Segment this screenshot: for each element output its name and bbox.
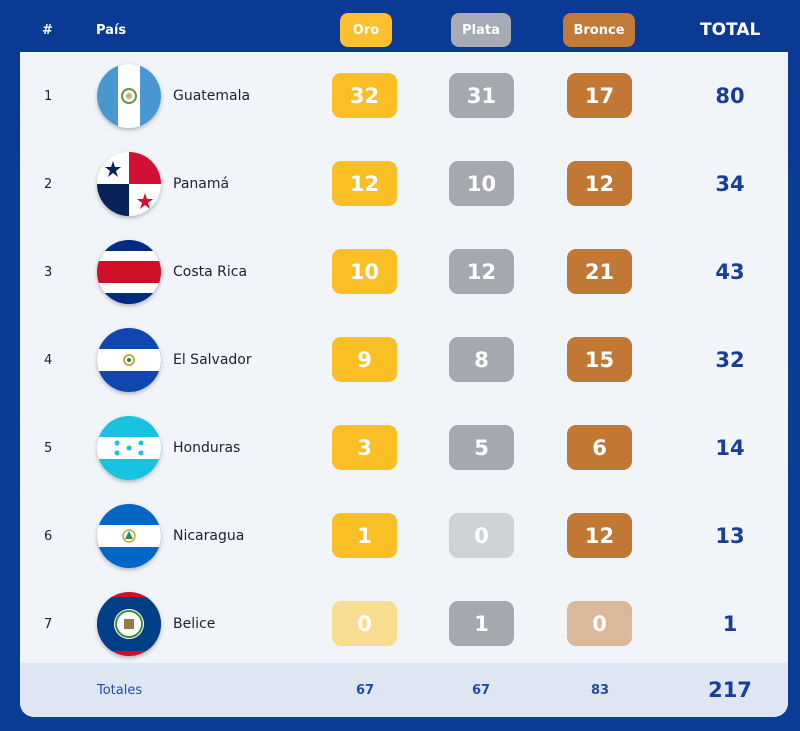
header-total[interactable]: TOTAL (700, 20, 761, 40)
header-bronze[interactable]: Bronce (563, 13, 635, 47)
gold-count: 9 (332, 337, 397, 382)
gold-count: 0 (332, 601, 397, 646)
total-count: 80 (715, 84, 745, 108)
silver-count: 1 (449, 601, 514, 646)
country-name: Guatemala (173, 88, 251, 104)
row-rank: 2 (44, 176, 53, 192)
country-name: El Salvador (173, 352, 252, 368)
total-count: 43 (715, 260, 745, 284)
gold-count: 12 (332, 161, 397, 206)
gold-count: 10 (332, 249, 397, 294)
totals-bronze: 83 (590, 682, 610, 698)
silver-count: 8 (449, 337, 514, 382)
totals-gold: 67 (355, 682, 375, 698)
panama-flag-icon (97, 152, 161, 216)
header-gold[interactable]: Oro (340, 13, 392, 47)
gold-count: 1 (332, 513, 397, 558)
row-rank: 3 (44, 264, 53, 280)
silver-count: 12 (449, 249, 514, 294)
table-row: 2 Panamá 12 10 12 34 (20, 140, 788, 228)
honduras-flag-icon (97, 416, 161, 480)
table-header: # País Oro Plata Bronce TOTAL (20, 8, 788, 52)
country-name: Belice (173, 616, 216, 632)
nicaragua-flag-icon (97, 504, 161, 568)
total-count: 34 (715, 172, 745, 196)
country-name: Honduras (173, 440, 241, 456)
guatemala-flag-icon (97, 64, 161, 128)
bronze-count: 21 (567, 249, 632, 294)
gold-count: 3 (332, 425, 397, 470)
bronze-count: 6 (567, 425, 632, 470)
total-count: 1 (722, 612, 738, 636)
silver-count: 0 (449, 513, 514, 558)
total-count: 13 (715, 524, 745, 548)
total-count: 32 (715, 348, 745, 372)
bronze-count: 12 (567, 513, 632, 558)
country-name: Nicaragua (173, 528, 245, 544)
totals-label: Totales (97, 682, 143, 698)
totals-silver: 67 (471, 682, 491, 698)
row-rank: 7 (44, 616, 53, 632)
bronze-count: 12 (567, 161, 632, 206)
row-rank: 5 (44, 440, 53, 456)
table-row: 5 Honduras 3 5 6 14 (20, 404, 788, 492)
header-country: País (96, 22, 127, 38)
bronze-count: 15 (567, 337, 632, 382)
el-salvador-flag-icon (97, 328, 161, 392)
header-rank: # (42, 22, 53, 38)
bronze-count: 0 (567, 601, 632, 646)
row-rank: 6 (44, 528, 53, 544)
table-row: 4 El Salvador 9 8 15 32 (20, 316, 788, 404)
row-rank: 1 (44, 88, 53, 104)
header-silver[interactable]: Plata (451, 13, 511, 47)
silver-count: 10 (449, 161, 514, 206)
silver-count: 5 (449, 425, 514, 470)
country-name: Costa Rica (173, 264, 248, 280)
totals-row: Totales 67 67 83 217 (20, 663, 788, 717)
belize-flag-icon (97, 592, 161, 656)
total-count: 14 (715, 436, 745, 460)
costa-rica-flag-icon (97, 240, 161, 304)
medal-table: 1 Guatemala 32 31 17 80 2 Panamá 12 10 1… (20, 52, 788, 717)
table-row: 3 Costa Rica 10 12 21 43 (20, 228, 788, 316)
country-name: Panamá (173, 176, 230, 192)
totals-total: 217 (708, 678, 752, 702)
row-rank: 4 (44, 352, 53, 368)
table-row: 6 Nicaragua 1 0 12 13 (20, 492, 788, 580)
table-row: 7 Belice 0 1 0 1 (20, 580, 788, 668)
bronze-count: 17 (567, 73, 632, 118)
table-row: 1 Guatemala 32 31 17 80 (20, 52, 788, 140)
gold-count: 32 (332, 73, 397, 118)
silver-count: 31 (449, 73, 514, 118)
